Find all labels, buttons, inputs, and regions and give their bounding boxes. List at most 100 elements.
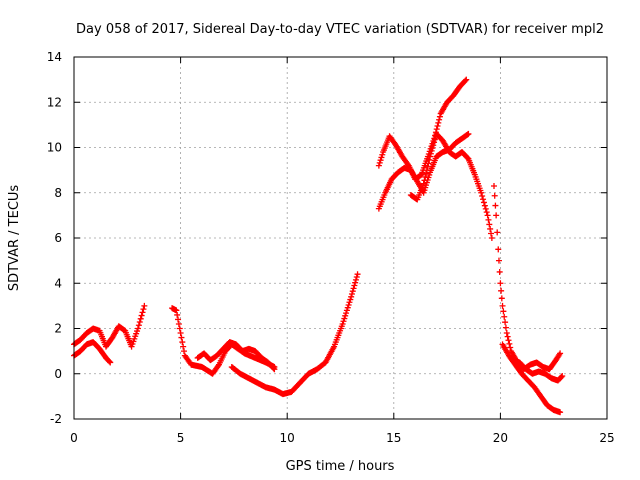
data-point (496, 268, 503, 275)
plot-frame (73, 56, 608, 420)
data-point (488, 230, 495, 237)
data-point (179, 339, 186, 346)
data-point (343, 310, 350, 317)
data-point (559, 373, 566, 380)
data-point (354, 271, 361, 278)
data-point (502, 319, 509, 326)
data-point (344, 304, 351, 311)
data-point (426, 156, 433, 163)
data-point (482, 205, 489, 212)
data-point (139, 309, 146, 316)
data-point (134, 325, 141, 332)
data-point (431, 139, 438, 146)
data-point (491, 192, 498, 199)
data-point (480, 196, 487, 203)
data-point (494, 229, 501, 236)
x-tick-label: 20 (493, 431, 508, 445)
x-tick-label: 0 (70, 431, 78, 445)
y-tick-label: 6 (54, 231, 62, 245)
data-point (181, 348, 188, 355)
x-tick-label: 10 (280, 431, 295, 445)
data-point (557, 350, 564, 357)
data-point (345, 301, 352, 308)
data-point (478, 189, 485, 196)
data-point (376, 159, 383, 166)
data-point (463, 76, 470, 83)
data-point (173, 307, 180, 314)
data-point (480, 199, 487, 206)
data-point (423, 170, 430, 177)
data-point (175, 320, 182, 327)
data-point (491, 182, 498, 189)
data-point (504, 333, 511, 340)
data-point (434, 123, 441, 130)
data-point (498, 287, 505, 294)
data-point (341, 315, 348, 322)
series-track-f (375, 76, 470, 183)
data-point (435, 119, 442, 126)
data-point (178, 334, 185, 341)
data-point (505, 337, 512, 344)
y-tick-label: -2 (50, 412, 62, 426)
data-point (500, 308, 507, 315)
data-point (486, 221, 493, 228)
data-point (495, 246, 502, 253)
data-point (427, 153, 434, 160)
data-point (465, 130, 472, 137)
data-point (349, 288, 356, 295)
data-point (483, 209, 490, 216)
chart-title: Day 058 of 2017, Sidereal Day-to-day VTE… (76, 22, 604, 37)
data-point (350, 285, 357, 292)
data-point (557, 409, 564, 416)
data-point (429, 145, 436, 152)
data-point (340, 318, 347, 325)
data-point (493, 212, 500, 219)
data-point (423, 167, 430, 174)
data-point (348, 293, 355, 300)
data-point (136, 319, 143, 326)
data-point (141, 302, 148, 309)
data-point (271, 366, 278, 373)
x-axis-label: GPS time / hours (286, 459, 395, 474)
data-point (462, 77, 469, 84)
data-point (353, 274, 360, 281)
data-point (507, 344, 514, 351)
data-point (176, 325, 183, 332)
series-track-h (407, 130, 495, 241)
data-point (428, 147, 435, 154)
data-point (488, 235, 495, 241)
series-track-k (510, 357, 566, 384)
series-track-a (71, 302, 148, 350)
data-points (71, 76, 566, 416)
data-point (498, 295, 505, 302)
data-point (499, 302, 506, 309)
y-tick-label: 0 (54, 367, 62, 381)
data-point (379, 151, 386, 158)
data-point (481, 202, 488, 209)
data-point (351, 282, 358, 289)
data-point (140, 306, 147, 313)
data-point (343, 307, 350, 314)
y-tick-label: 4 (54, 276, 62, 290)
data-point (501, 313, 508, 320)
data-point (135, 322, 142, 329)
data-point (487, 225, 494, 232)
y-tick-label: 2 (54, 322, 62, 336)
axes: 0 5 10 15 20 25 -2 0 2 4 6 8 10 12 14 (47, 50, 615, 445)
y-tick-label: 12 (47, 95, 62, 109)
data-point (502, 324, 509, 331)
data-point (346, 299, 353, 306)
y-axis-label: SDTVAR / TECUs (7, 185, 22, 292)
series-track-c (169, 305, 278, 377)
x-tick-label: 15 (386, 431, 401, 445)
x-tick-label: 5 (177, 431, 185, 445)
data-point (138, 312, 145, 319)
data-point (177, 330, 184, 337)
data-point (427, 150, 434, 157)
data-point (348, 290, 355, 297)
data-point (347, 296, 354, 303)
data-point (495, 257, 502, 264)
data-point (558, 373, 565, 380)
data-point (180, 343, 187, 350)
